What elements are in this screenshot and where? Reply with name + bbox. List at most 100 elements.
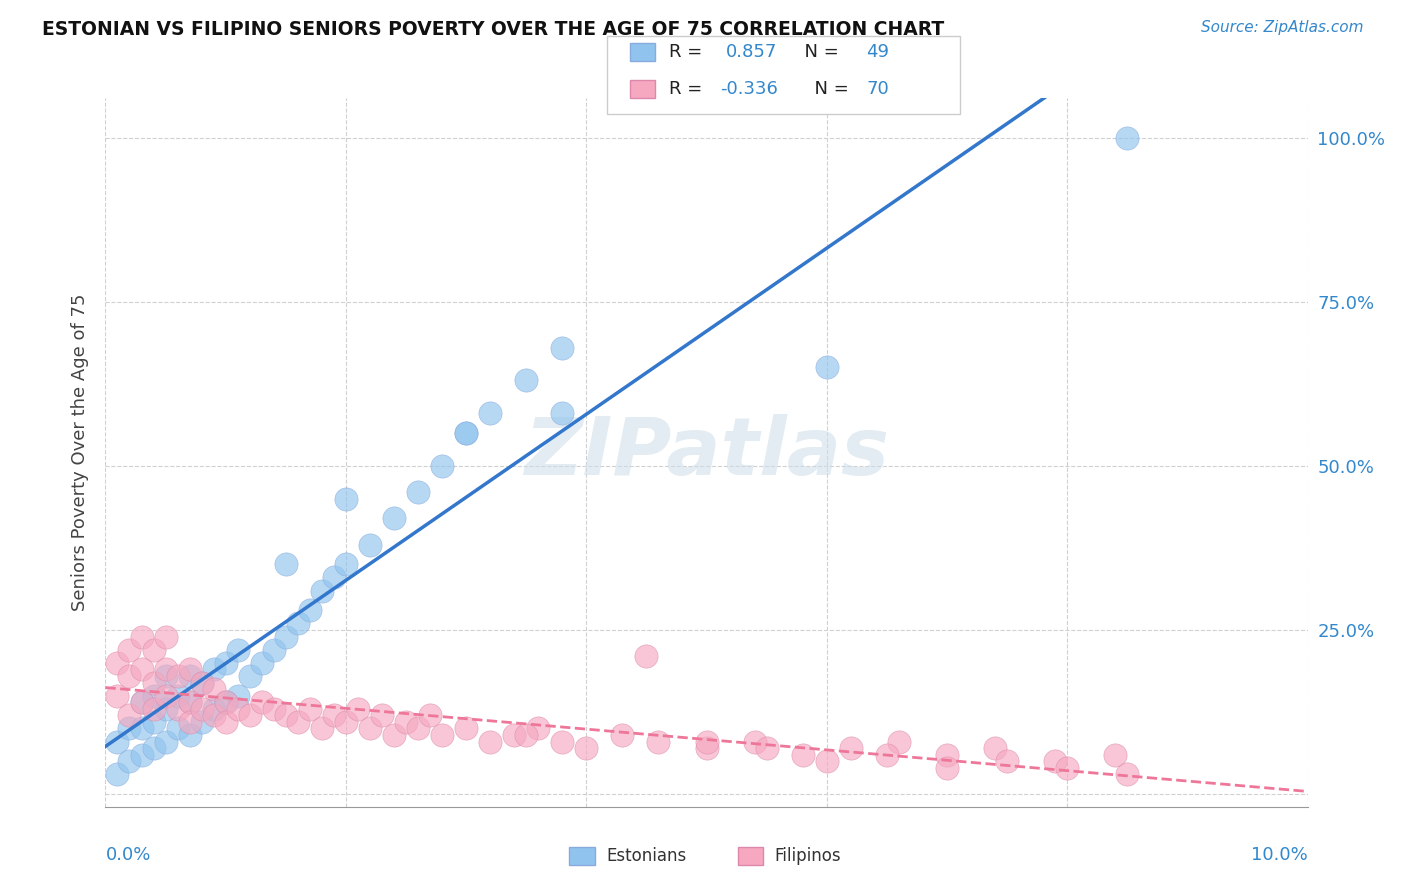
Point: [190, 675, 212, 690]
Point: [179, 728, 201, 742]
Point: [612, 728, 634, 742]
Point: [647, 734, 669, 748]
Point: [755, 741, 778, 756]
Point: [298, 603, 321, 617]
Point: [335, 491, 357, 506]
Point: [527, 722, 550, 736]
Point: [395, 714, 418, 729]
Point: [479, 406, 502, 420]
Point: [118, 722, 141, 736]
Text: -0.336: -0.336: [720, 80, 778, 98]
Point: [406, 722, 429, 736]
Point: [118, 669, 141, 683]
Point: [792, 747, 814, 762]
Point: [636, 649, 658, 664]
Point: [936, 761, 959, 775]
Point: [107, 689, 129, 703]
Point: [214, 714, 236, 729]
Point: [166, 669, 188, 683]
Point: [226, 689, 249, 703]
Point: [454, 722, 477, 736]
Point: [190, 702, 212, 716]
Point: [515, 374, 537, 388]
Point: [382, 728, 405, 742]
Text: N =: N =: [793, 43, 845, 61]
Point: [335, 714, 357, 729]
Point: [263, 702, 285, 716]
Point: [131, 695, 153, 709]
Point: [515, 728, 537, 742]
Point: [1056, 761, 1078, 775]
Point: [155, 662, 177, 676]
Text: ZIPatlas: ZIPatlas: [524, 414, 889, 491]
Y-axis label: Seniors Poverty Over the Age of 75: Seniors Poverty Over the Age of 75: [70, 294, 89, 611]
Point: [155, 669, 177, 683]
Point: [179, 669, 201, 683]
Point: [311, 722, 333, 736]
Point: [479, 734, 502, 748]
Point: [107, 767, 129, 781]
Point: [298, 702, 321, 716]
Point: [263, 642, 285, 657]
Point: [214, 656, 236, 670]
Text: 0.857: 0.857: [725, 43, 778, 61]
Point: [190, 675, 212, 690]
Point: [250, 695, 273, 709]
Point: [382, 511, 405, 525]
Point: [155, 734, 177, 748]
Point: [1116, 767, 1139, 781]
Point: [936, 747, 959, 762]
Text: R =: R =: [669, 80, 709, 98]
Text: N =: N =: [803, 80, 855, 98]
Point: [107, 734, 129, 748]
Point: [107, 656, 129, 670]
Point: [335, 558, 357, 572]
Text: 49: 49: [866, 43, 889, 61]
Point: [371, 708, 394, 723]
Point: [454, 425, 477, 440]
Point: [311, 583, 333, 598]
Point: [202, 662, 225, 676]
Point: [815, 360, 838, 375]
Point: [503, 728, 526, 742]
Point: [551, 341, 574, 355]
Text: Source: ZipAtlas.com: Source: ZipAtlas.com: [1201, 20, 1364, 35]
Point: [887, 734, 910, 748]
Point: [202, 702, 225, 716]
Point: [1104, 747, 1126, 762]
Point: [359, 722, 381, 736]
Point: [744, 734, 766, 748]
Point: [179, 695, 201, 709]
Point: [179, 695, 201, 709]
Point: [179, 662, 201, 676]
Point: [118, 708, 141, 723]
Point: [551, 406, 574, 420]
Point: [430, 728, 453, 742]
Point: [322, 708, 344, 723]
Point: [166, 689, 188, 703]
Point: [179, 714, 201, 729]
Point: [226, 702, 249, 716]
Point: [226, 642, 249, 657]
Point: [118, 754, 141, 768]
Point: [406, 485, 429, 500]
Point: [142, 741, 165, 756]
Point: [214, 695, 236, 709]
Point: [876, 747, 898, 762]
Point: [696, 741, 718, 756]
Point: [815, 754, 838, 768]
Point: [274, 558, 297, 572]
Point: [131, 695, 153, 709]
Point: [287, 616, 309, 631]
Point: [839, 741, 862, 756]
Text: ESTONIAN VS FILIPINO SENIORS POVERTY OVER THE AGE OF 75 CORRELATION CHART: ESTONIAN VS FILIPINO SENIORS POVERTY OVE…: [42, 20, 945, 38]
Point: [454, 425, 477, 440]
Point: [419, 708, 441, 723]
Point: [1116, 130, 1139, 145]
Point: [155, 630, 177, 644]
Text: Estonians: Estonians: [606, 847, 686, 865]
Point: [214, 695, 236, 709]
Point: [984, 741, 1007, 756]
Point: [155, 689, 177, 703]
Text: 70: 70: [866, 80, 889, 98]
